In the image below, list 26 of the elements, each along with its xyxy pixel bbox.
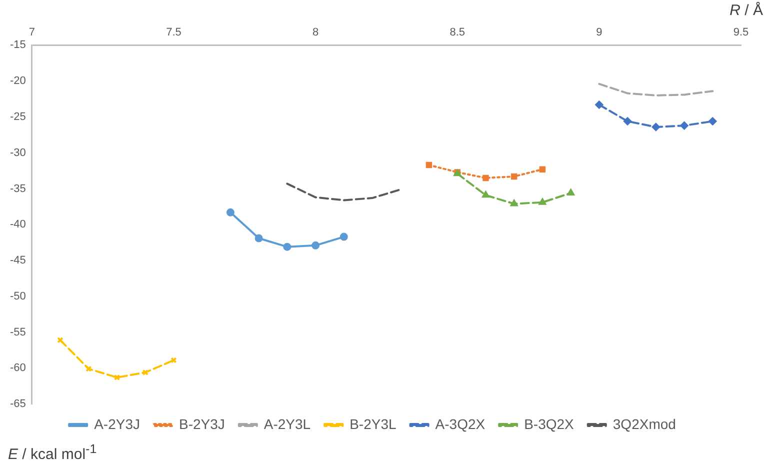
x-axis-title: R / Å: [730, 2, 763, 19]
x-tick-label: 9.5: [733, 26, 749, 39]
x-tick-label: 9: [596, 26, 602, 39]
x-tick-label: 8: [312, 26, 319, 39]
y-tick-label: -35: [10, 182, 26, 195]
legend-label: B-2Y3L: [350, 416, 397, 432]
x-tick-label: 8.5: [450, 26, 466, 39]
legend-label: B-3Q2X: [524, 416, 575, 432]
y-tick-label: -55: [10, 326, 26, 338]
y-tick-label: -45: [10, 254, 26, 267]
y-tick-label: -65: [10, 398, 26, 410]
y-tick-label: -20: [10, 75, 26, 88]
y-tick-label: -50: [10, 290, 26, 302]
y-tick-label: -25: [10, 110, 26, 123]
legend-label: A-3Q2X: [435, 416, 486, 432]
y-tick-label: -30: [10, 146, 26, 159]
legend-label: 3Q2Xmod: [612, 416, 676, 432]
y-tick-label: -40: [10, 218, 26, 231]
legend-label: A-2Y3L: [264, 416, 311, 432]
x-tick-label: 7.5: [166, 26, 182, 39]
y-axis-title: E / kcal mol$^{-1}$: [8, 442, 97, 463]
y-tick-label: -60: [10, 362, 26, 374]
legend-label: A-2Y3J: [94, 416, 140, 432]
y-tick-label: -15: [10, 39, 26, 52]
x-tick-label: 7: [28, 26, 35, 39]
legend-label: B-2Y3J: [178, 416, 225, 432]
